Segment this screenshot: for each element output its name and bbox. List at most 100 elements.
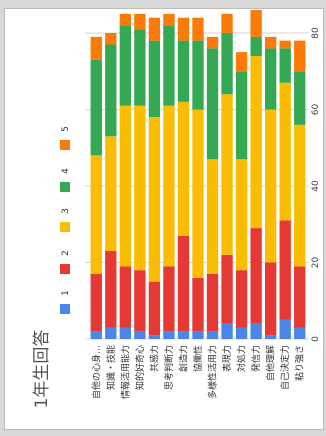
category-label: 知的好奇心 xyxy=(134,345,146,390)
bar-segment-2 xyxy=(279,220,291,320)
bar-segment-2 xyxy=(119,266,132,328)
bar-segment-2 xyxy=(221,254,233,324)
chart-frame: 0 20 40 60 80 自他の心身… 知識・技能 情報活用能力 知的好奇心 共感力 思考判断力創… xyxy=(4,8,324,430)
bar-segment-3 xyxy=(90,155,102,274)
category-label: 発信力 xyxy=(250,345,262,372)
bar-segment-5 xyxy=(192,17,204,41)
category-label: 粘り強さ xyxy=(294,345,306,381)
bar-segment-3 xyxy=(206,159,219,274)
bar-segment-1 xyxy=(221,323,233,339)
legend-swatch-2 xyxy=(60,264,70,274)
bar-segment-2 xyxy=(264,262,277,336)
bar-segment-2 xyxy=(294,266,306,328)
bar-segment-1 xyxy=(279,319,291,339)
bar-segment-5 xyxy=(163,13,175,26)
category-label: 自他理解 xyxy=(265,345,277,381)
bar-segment-2 xyxy=(163,266,175,332)
bar-segment-1 xyxy=(250,323,262,339)
bar-segment-4 xyxy=(163,25,175,106)
bars xyxy=(90,10,306,339)
legend-swatch-3 xyxy=(60,222,70,232)
legend-label: 3 xyxy=(61,208,71,214)
bar-segment-2 xyxy=(177,235,190,332)
bar-segment-5 xyxy=(235,52,248,72)
bar-segment-5 xyxy=(105,33,117,45)
bar-segment-3 xyxy=(235,159,248,271)
tick-label: 60 xyxy=(311,104,321,116)
bar-segment-4 xyxy=(294,71,306,125)
bar-segment-3 xyxy=(294,124,306,267)
bar-segment-4 xyxy=(119,25,132,106)
legend-swatch-5 xyxy=(60,140,70,150)
category-label: 思考判断力 xyxy=(163,345,175,390)
legend-swatch-4 xyxy=(60,182,70,192)
bar-segment-4 xyxy=(221,33,233,95)
category-label: 情報活用能力 xyxy=(119,345,131,399)
bar-segment-2 xyxy=(134,270,146,332)
legend-label: 2 xyxy=(61,250,71,256)
bar-segment-1 xyxy=(163,331,175,339)
bar-segment-4 xyxy=(250,36,262,56)
bar-segment-3 xyxy=(177,101,190,236)
bar-segment-2 xyxy=(250,228,262,324)
bar-segment-5 xyxy=(264,36,277,49)
category-label: 表現力 xyxy=(221,345,233,372)
bar-segment-5 xyxy=(250,10,262,37)
chart-title: 1年生回答 xyxy=(32,330,52,409)
bar-segment-2 xyxy=(105,251,117,328)
legend-label: 4 xyxy=(61,168,71,174)
bar-segment-2 xyxy=(90,273,102,332)
bar-segment-4 xyxy=(206,48,219,160)
stacked-bar-chart: 0 20 40 60 80 自他の心身… 知識・技能 情報活用能力 知的好奇心 共感力 思考判断力創… xyxy=(32,10,321,409)
bar-segment-1 xyxy=(192,331,204,339)
bar-segment-4 xyxy=(264,48,277,110)
tick-label: 0 xyxy=(311,336,321,342)
legend-label: 5 xyxy=(61,126,71,132)
bar-segment-4 xyxy=(279,48,291,83)
bar-segment-3 xyxy=(119,105,132,267)
bar-segment-5 xyxy=(134,13,146,30)
category-label: 多様性活用力 xyxy=(207,345,219,399)
tick-label: 80 xyxy=(311,27,321,39)
bar-segment-1 xyxy=(177,331,190,339)
bar-segment-3 xyxy=(221,94,233,255)
category-label: 自他の心身… xyxy=(90,345,102,399)
bar-segment-4 xyxy=(148,40,161,118)
category-label: 創造力 xyxy=(177,345,189,372)
category-label: 協働性 xyxy=(192,345,204,372)
bar-segment-1 xyxy=(134,331,146,339)
bar-segment-2 xyxy=(235,270,248,328)
legend: 1 2 3 4 5 xyxy=(60,126,71,314)
bar-segment-1 xyxy=(235,327,248,339)
bar-segment-3 xyxy=(105,136,117,252)
legend-label: 1 xyxy=(61,290,71,296)
category-label: 知識・技能 xyxy=(105,345,117,390)
bar-segment-4 xyxy=(235,71,248,160)
bar-segment-4 xyxy=(192,40,204,110)
bar-segment-5 xyxy=(90,36,102,60)
category-label: 共感力 xyxy=(148,345,160,372)
category-label: 対処力 xyxy=(236,345,248,372)
bar-segment-2 xyxy=(148,281,161,336)
bar-segment-3 xyxy=(250,55,262,229)
legend-swatch-1 xyxy=(60,304,70,314)
bar-segment-3 xyxy=(279,82,291,221)
labels: 0 20 40 60 80 自他の心身… 知識・技能 情報活用能力 知的好奇心 共感力 思考判断力創… xyxy=(90,27,321,399)
bar-segment-1 xyxy=(105,327,117,339)
bar-segment-2 xyxy=(206,273,219,332)
bar-segment-4 xyxy=(105,44,117,137)
bar-segment-4 xyxy=(134,29,146,106)
bar-segment-1 xyxy=(206,331,219,339)
bar-segment-1 xyxy=(119,327,132,339)
bar-segment-3 xyxy=(192,109,204,278)
bar-segment-3 xyxy=(264,109,277,263)
bar-segment-5 xyxy=(206,36,219,49)
bar-segment-5 xyxy=(279,40,291,49)
bar-segment-5 xyxy=(294,40,306,72)
chart-title-text: 1年生回答 xyxy=(32,330,52,409)
bar-segment-5 xyxy=(177,17,190,41)
category-label: 自己決定力 xyxy=(279,345,291,390)
bar-segment-5 xyxy=(119,13,132,26)
bar-segment-1 xyxy=(90,331,102,339)
tick-label: 20 xyxy=(311,257,321,269)
